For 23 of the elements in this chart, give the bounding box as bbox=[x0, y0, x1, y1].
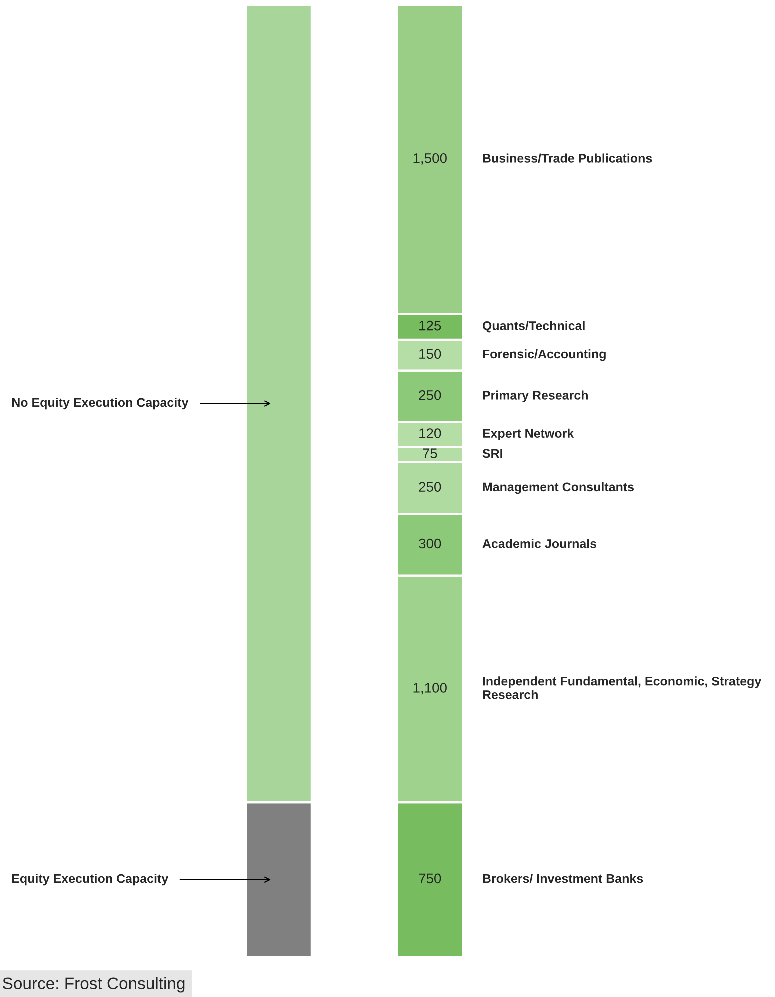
data-label: 300 bbox=[419, 538, 442, 549]
series-label: Academic Journals bbox=[482, 539, 597, 548]
series-label: Forensic/Accounting bbox=[483, 349, 606, 362]
text: Equity Execution Capacity bbox=[12, 874, 169, 886]
series-label: Brokers/ Investment Banks bbox=[483, 874, 644, 884]
series-label: Management Consultants bbox=[483, 482, 634, 494]
data-label: 125 bbox=[420, 320, 442, 331]
data-label: 250 bbox=[419, 390, 442, 400]
series-label: Primary Research bbox=[483, 390, 588, 402]
data-label: 1,100 bbox=[414, 683, 447, 695]
series-label: Quants/Technical bbox=[482, 321, 585, 333]
series-label: SRI bbox=[482, 449, 502, 458]
data-label: 75 bbox=[423, 448, 438, 459]
data-label: 1,500 bbox=[414, 153, 447, 165]
data-label: 250 bbox=[419, 482, 442, 492]
series-label: Business/Trade Publications bbox=[483, 154, 652, 164]
series-label: Expert Network bbox=[483, 428, 574, 441]
series-label: Independent Fundamental, Economic, Strategy Research bbox=[483, 676, 762, 700]
data-label: 120 bbox=[420, 428, 442, 438]
source-note: Source: Frost Consulting bbox=[3, 977, 185, 993]
data-label: 150 bbox=[420, 349, 442, 360]
text: No Equity Execution Capacity bbox=[12, 398, 189, 410]
data-label: 750 bbox=[419, 874, 442, 884]
